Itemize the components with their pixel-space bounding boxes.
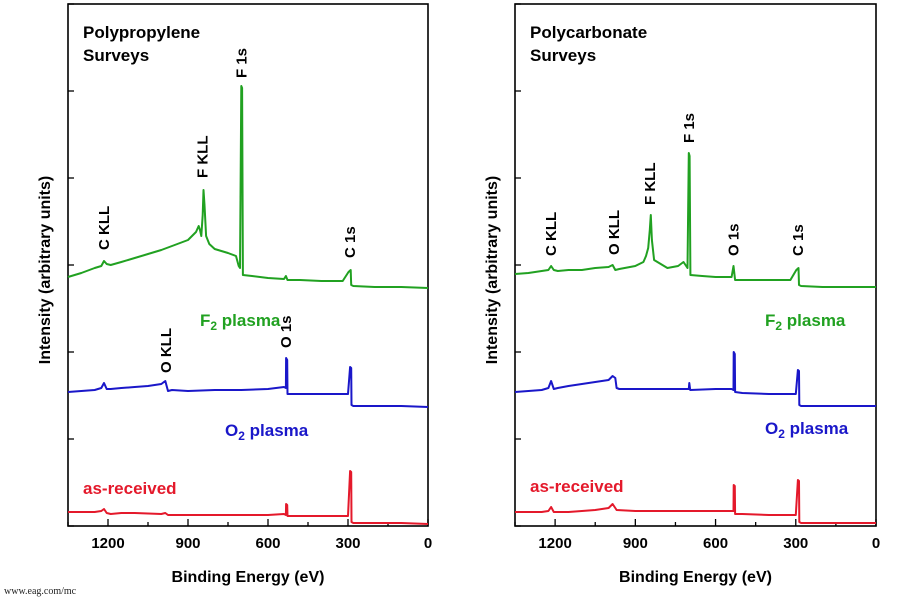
- x-tick-label: 1200: [91, 535, 124, 552]
- series-label: F2 plasma: [200, 311, 281, 333]
- peak-label: F 1s: [681, 113, 698, 143]
- x-tick-label: 900: [623, 535, 648, 552]
- y-axis-title: Intensity (arbitrary units): [37, 176, 54, 364]
- x-tick-label: 1200: [538, 535, 571, 552]
- series-label: O2 plasma: [225, 421, 309, 443]
- plot-frame: [514, 3, 877, 527]
- series-line-asreceived: [68, 470, 429, 525]
- x-tick-label: 600: [703, 535, 728, 552]
- series-label: F2 plasma: [765, 311, 846, 333]
- panel-title: Polypropylene Surveys: [83, 23, 200, 65]
- peak-label: C KLL: [96, 206, 113, 250]
- x-axis-title: Binding Energy (eV): [172, 569, 325, 586]
- series-line-fplasma: [514, 152, 876, 288]
- series-label: as-received: [83, 479, 177, 498]
- footer-url: www.eag.com/mc: [4, 586, 77, 597]
- series-line-oplasma: [67, 357, 429, 408]
- peak-label: O KLL: [606, 210, 623, 255]
- y-axis-title: Intensity (arbitrary units): [484, 176, 501, 364]
- peak-label: F KLL: [195, 136, 212, 179]
- peak-label: O KLL: [158, 328, 175, 373]
- series-line-fplasma: [67, 85, 429, 289]
- x-tick-label: 300: [335, 535, 360, 552]
- plot-frame: [67, 3, 429, 527]
- x-tick-label: 600: [255, 535, 280, 552]
- series-label: O2 plasma: [765, 419, 849, 441]
- x-tick-label: 0: [872, 535, 880, 552]
- series-line-oplasma: [514, 351, 876, 407]
- peak-label: C 1s: [342, 226, 359, 258]
- peak-label: O 1s: [278, 315, 295, 348]
- chart-panel-1: 1200 900 600 300 0 Binding Energy (eV) Intensi…: [37, 3, 432, 586]
- x-tick-label: 300: [783, 535, 808, 552]
- peak-label: F 1s: [233, 48, 250, 78]
- peak-label: C 1s: [790, 224, 807, 256]
- x-tick-label: 900: [175, 535, 200, 552]
- peak-label: C KLL: [543, 212, 560, 256]
- peak-label: O 1s: [726, 223, 743, 256]
- peak-label: F KLL: [642, 163, 659, 206]
- chart-panel-2: 1200 900 600 300 0 Binding Energy (eV) Intensi…: [484, 3, 880, 586]
- panel-title: Polycarbonate Surveys: [530, 23, 647, 65]
- x-tick-label: 0: [424, 535, 432, 552]
- series-line-asreceived: [515, 479, 876, 524]
- x-axis-title: Binding Energy (eV): [619, 569, 772, 586]
- series-label: as-received: [530, 477, 624, 496]
